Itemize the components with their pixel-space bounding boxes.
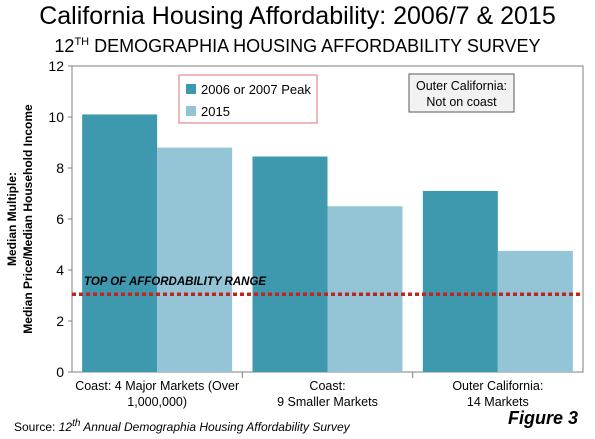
bar bbox=[82, 114, 158, 372]
y-axis-label: Median Multiple: bbox=[5, 172, 19, 266]
y-tick-label: 8 bbox=[56, 160, 64, 176]
x-tick-label: 1,000,000) bbox=[127, 395, 187, 409]
bar bbox=[157, 147, 233, 372]
y-tick-label: 2 bbox=[56, 313, 64, 329]
source-prefix: Source: bbox=[14, 420, 59, 434]
x-tick-label: 9 Smaller Markets bbox=[277, 395, 378, 409]
bar bbox=[422, 190, 498, 372]
bar bbox=[252, 156, 328, 372]
legend-label: 2006 or 2007 Peak bbox=[201, 82, 311, 97]
y-tick-label: 12 bbox=[48, 58, 64, 74]
y-tick-label: 6 bbox=[56, 211, 64, 227]
legend-swatch bbox=[186, 106, 196, 116]
legend-label: 2015 bbox=[201, 104, 230, 119]
source-superscript: th bbox=[72, 418, 81, 429]
reference-line-label: TOP OF AFFORDABILITY RANGE bbox=[84, 276, 266, 288]
y-tick-label: 0 bbox=[56, 364, 64, 380]
figure-label: Figure 3 bbox=[508, 408, 579, 428]
legend-swatch bbox=[186, 84, 196, 94]
annotation-text: Not on coast bbox=[426, 95, 497, 109]
y-tick-label: 10 bbox=[48, 109, 64, 125]
legend-box bbox=[178, 74, 318, 124]
bar bbox=[327, 206, 403, 372]
annotation-box bbox=[408, 73, 515, 113]
subtitle-rest: DEMOGRAPHIA HOUSING AFFORDABILITY SURVEY bbox=[89, 36, 541, 56]
x-tick-label: 14 Markets bbox=[467, 395, 529, 409]
x-tick-label: Coast: 4 Major Markets (Over bbox=[75, 379, 239, 393]
y-tick-label: 4 bbox=[56, 262, 64, 278]
chart-title: California Housing Affordability: 2006/7… bbox=[39, 2, 556, 30]
x-tick-label: Outer California: bbox=[452, 379, 543, 393]
subtitle-superscript: TH bbox=[74, 36, 90, 48]
bar bbox=[497, 250, 573, 372]
y-axis-label: Median Price/Median Household Income bbox=[21, 104, 35, 334]
annotation-text: Outer California: bbox=[416, 79, 507, 93]
chart-subtitle: 12TH DEMOGRAPHIA HOUSING AFFORDABILITY S… bbox=[0, 36, 595, 57]
subtitle-number: 12 bbox=[54, 36, 75, 56]
source-note: Source: 12th Annual Demographia Housing … bbox=[14, 418, 350, 434]
source-title: Annual Demographia Housing Affordability… bbox=[80, 420, 350, 434]
source-number: 12 bbox=[58, 420, 73, 434]
x-tick-label: Coast: bbox=[309, 379, 345, 393]
